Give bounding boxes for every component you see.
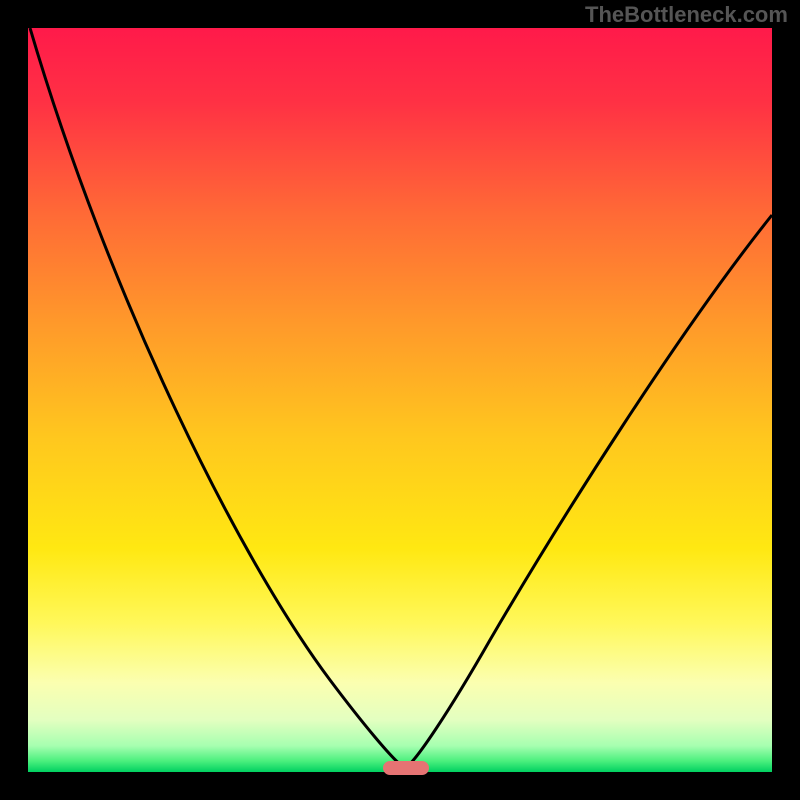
plot-area: [28, 28, 772, 772]
watermark-text: TheBottleneck.com: [585, 2, 788, 28]
chart-container: TheBottleneck.com: [0, 0, 800, 800]
optimal-marker: [383, 761, 429, 775]
bottleneck-curve: [0, 0, 800, 800]
curve-path: [30, 28, 772, 768]
